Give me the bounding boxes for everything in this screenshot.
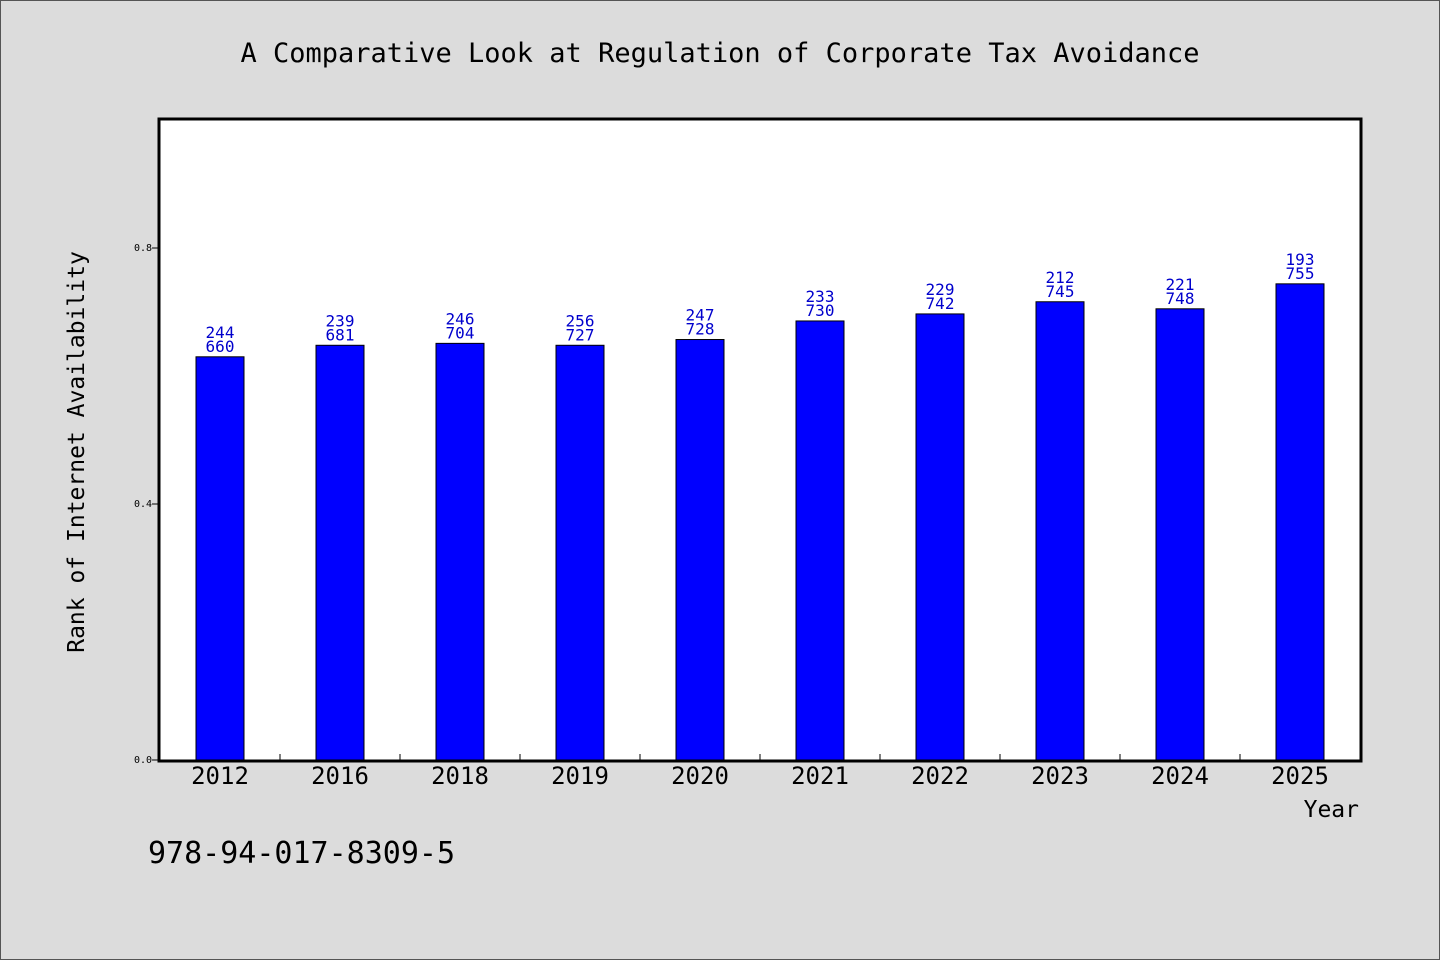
x-tick-label: 2018 xyxy=(431,762,489,790)
bar-series xyxy=(195,283,1325,761)
x-tick-label: 2022 xyxy=(911,762,969,790)
bar xyxy=(555,344,605,761)
x-tick-label: 2016 xyxy=(311,762,369,790)
y-tick-label: 0.8 xyxy=(134,243,152,254)
bar-data-labels: 2446602396812467042567272477282337302297… xyxy=(206,250,1315,356)
isbn-label: 978-94-017-8309-5 xyxy=(148,836,455,871)
x-tick-label: 2012 xyxy=(191,762,249,790)
bar-label-bottom: 730 xyxy=(806,301,835,320)
bar-label-top: 193 xyxy=(1286,250,1315,269)
bar xyxy=(795,320,845,761)
x-tick-label: 2025 xyxy=(1271,762,1329,790)
bar-label-top: 246 xyxy=(446,309,475,328)
x-tick-label: 2023 xyxy=(1031,762,1089,790)
bar xyxy=(915,313,965,761)
chart-title: A Comparative Look at Regulation of Corp… xyxy=(240,38,1199,69)
bar-label-top: 256 xyxy=(566,311,595,330)
bar-label-top: 244 xyxy=(206,323,235,342)
bar-label-top: 221 xyxy=(1166,275,1195,294)
bar-label-bottom: 748 xyxy=(1166,289,1195,308)
y-tick-label: 0.4 xyxy=(134,499,152,510)
bar xyxy=(435,342,485,761)
bar-label-bottom: 745 xyxy=(1046,282,1075,301)
bar xyxy=(675,339,725,761)
bar xyxy=(1035,301,1085,761)
bar-label-top: 247 xyxy=(686,306,715,325)
y-axis-title: Rank of Internet Availability xyxy=(64,251,90,653)
x-tick-label: 2019 xyxy=(551,762,609,790)
x-tick-label: 2024 xyxy=(1151,762,1209,790)
bar xyxy=(1155,308,1205,761)
x-tick-label: 2021 xyxy=(791,762,849,790)
bar-label-bottom: 660 xyxy=(206,337,235,356)
bar-label-bottom: 681 xyxy=(326,325,355,344)
bar-label-top: 239 xyxy=(326,311,355,330)
bar xyxy=(195,356,245,761)
y-axis: 0.0 0.4 0.8 xyxy=(134,243,160,766)
bar-label-bottom: 755 xyxy=(1286,264,1315,283)
x-axis-title: Year xyxy=(1304,797,1359,823)
bar-label-bottom: 727 xyxy=(566,325,595,344)
bar-label-top: 212 xyxy=(1046,268,1075,287)
y-tick-label: 0.0 xyxy=(134,755,152,766)
bar xyxy=(315,344,365,761)
bar xyxy=(1275,283,1325,761)
bar-label-bottom: 728 xyxy=(686,320,715,339)
bar-label-bottom: 704 xyxy=(446,323,475,342)
x-axis: 2012 2016 2018 2019 2020 2021 2022 2023 2024 2025 xyxy=(191,754,1329,790)
bar-label-top: 233 xyxy=(806,287,835,306)
bar-label-bottom: 742 xyxy=(926,294,955,313)
bar-label-top: 229 xyxy=(926,280,955,299)
x-tick-label: 2020 xyxy=(671,762,729,790)
